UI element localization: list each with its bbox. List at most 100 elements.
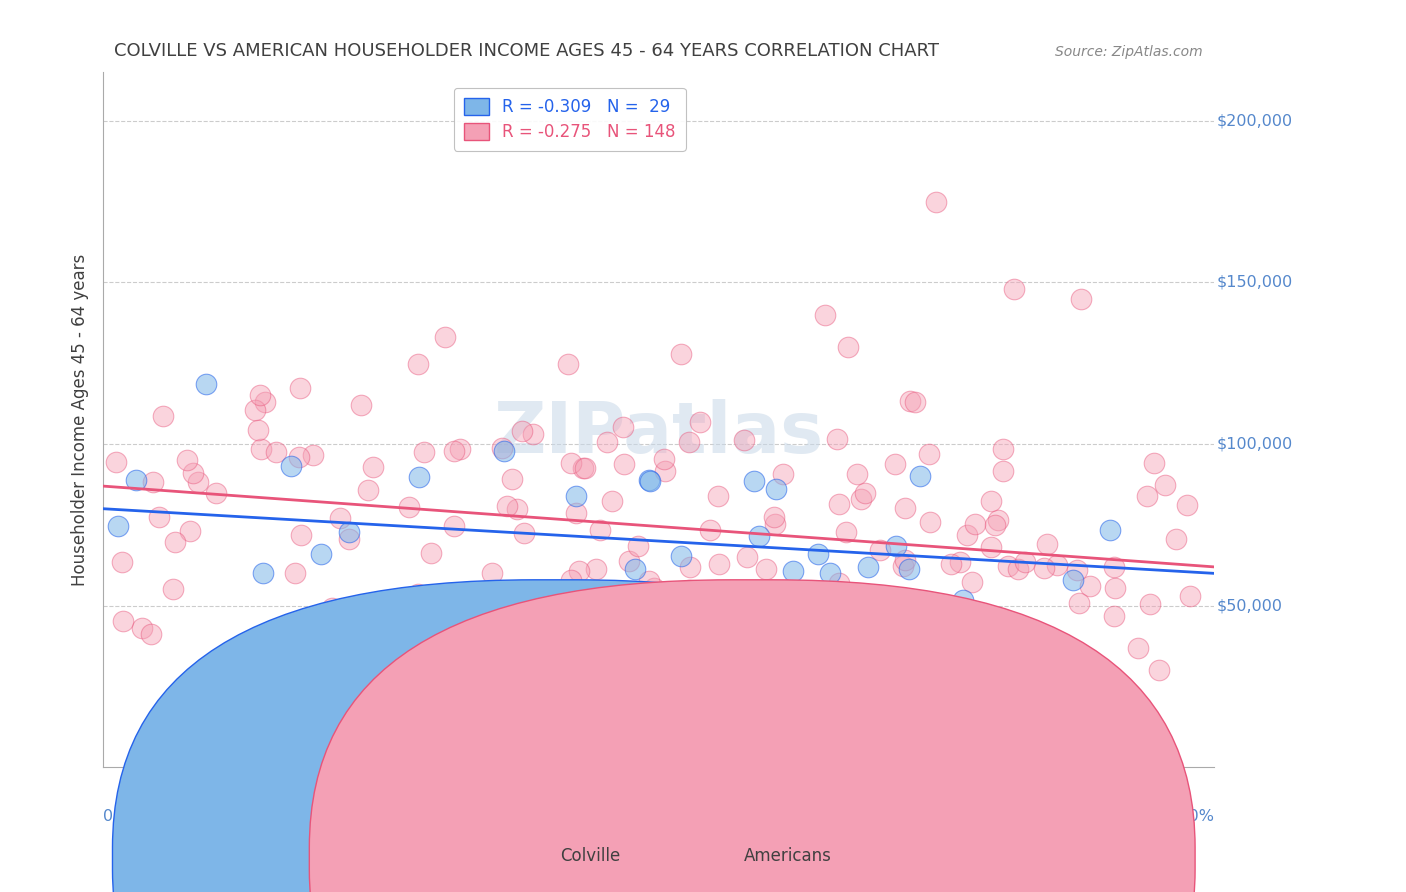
Colville [807,547,830,561]
Americans [979,678,1001,692]
Americans [264,445,287,459]
Colville [818,566,841,581]
Americans [920,515,942,529]
Americans [560,456,582,470]
Americans [568,565,591,579]
Colville [952,592,974,607]
Americans [1154,478,1177,492]
Americans [828,575,851,590]
Americans [204,486,226,500]
Americans [321,601,343,615]
Americans [408,587,430,601]
Americans [652,452,675,467]
Text: $200,000: $200,000 [1216,113,1292,128]
Americans [839,631,862,645]
Americans [735,549,758,564]
Americans [959,648,981,663]
Americans [696,587,718,601]
Americans [285,640,308,654]
Americans [600,494,623,508]
Americans [623,662,645,676]
Americans [904,395,927,409]
Americans [1029,657,1052,671]
Americans [837,340,859,354]
Americans [148,509,170,524]
Text: $150,000: $150,000 [1216,275,1292,290]
Americans [898,393,921,408]
Colville [1062,573,1084,587]
Americans [406,357,429,371]
Americans [572,461,595,475]
Americans [991,442,1014,457]
Americans [755,562,778,576]
Americans [557,357,579,371]
Americans [141,627,163,641]
Americans [1164,533,1187,547]
Americans [707,558,730,572]
Americans [142,475,165,489]
Y-axis label: Householder Income Ages 45 - 64 years: Householder Income Ages 45 - 64 years [72,253,89,586]
Americans [1078,579,1101,593]
Americans [853,486,876,500]
Americans [491,441,513,455]
Americans [894,553,917,567]
Americans [481,566,503,581]
Americans [510,424,533,438]
Colville [337,525,360,540]
Colville [748,529,770,543]
Americans [405,590,427,604]
Colville [765,483,787,497]
Americans [928,628,950,642]
Americans [522,426,544,441]
Americans [763,509,786,524]
Text: Source: ZipAtlas.com: Source: ZipAtlas.com [1056,45,1204,59]
Americans [925,194,948,209]
Text: 100.0%: 100.0% [1153,809,1215,824]
Colville [280,459,302,474]
Americans [955,528,977,542]
Americans [706,489,728,503]
Text: $50,000: $50,000 [1216,599,1282,613]
Americans [112,614,135,628]
Americans [834,524,856,539]
Americans [1099,673,1122,687]
Americans [1128,640,1150,655]
Colville [252,566,274,580]
Americans [699,523,721,537]
Americans [420,546,443,560]
Americans [183,467,205,481]
Americans [398,500,420,515]
Americans [290,528,312,542]
Colville [638,474,661,488]
Americans [513,526,536,541]
Legend: R = -0.309   N =  29, R = -0.275   N = 148: R = -0.309 N = 29, R = -0.275 N = 148 [454,87,686,151]
Americans [1014,555,1036,569]
Americans [939,557,962,571]
Americans [111,555,134,569]
Colville [884,539,907,553]
Americans [643,581,665,595]
Americans [626,539,648,553]
Americans [1002,282,1025,296]
Americans [883,457,905,471]
Americans [1178,590,1201,604]
Americans [165,535,187,549]
Colville [1098,523,1121,537]
Americans [1104,581,1126,595]
Americans [628,637,651,651]
Americans [1046,558,1069,572]
Americans [987,513,1010,527]
Text: ZIPatlas: ZIPatlas [494,400,824,468]
Colville [557,608,579,623]
Colville [564,489,586,503]
Colville [849,605,872,619]
Americans [612,420,634,434]
Americans [1066,563,1088,577]
Americans [814,308,837,322]
Americans [560,574,582,588]
Americans [574,460,596,475]
Text: $100,000: $100,000 [1216,436,1292,451]
Americans [1175,498,1198,512]
Text: Americans: Americans [744,847,831,865]
Americans [602,637,624,651]
